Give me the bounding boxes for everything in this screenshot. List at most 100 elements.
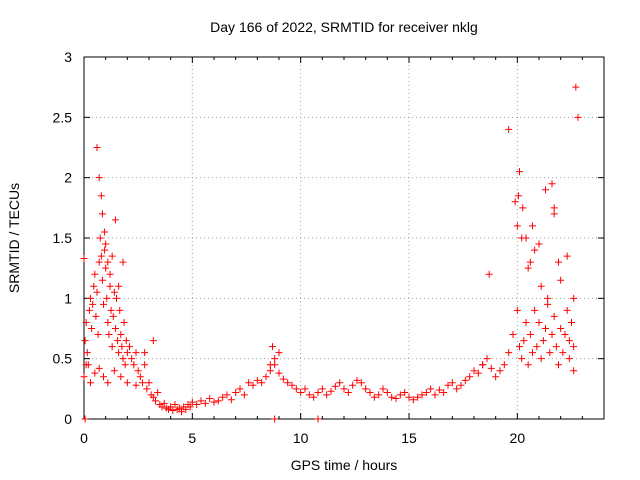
data-point [103, 294, 111, 302]
data-point [110, 288, 118, 296]
data-point [310, 393, 318, 401]
data-point [262, 373, 270, 381]
y-tick-label: 0 [64, 411, 72, 427]
data-point [98, 276, 106, 284]
data-point [529, 349, 536, 357]
data-point [97, 252, 105, 260]
data-point [529, 222, 536, 230]
data-point [552, 343, 560, 351]
data-point [444, 381, 452, 389]
data-point [94, 331, 102, 339]
data-point [104, 379, 112, 387]
data-point [440, 388, 448, 396]
data-point [100, 373, 107, 381]
data-point [427, 385, 435, 393]
data-point [418, 391, 426, 399]
data-point [167, 403, 175, 411]
data-point [366, 388, 374, 396]
data-point [448, 379, 456, 387]
data-point [152, 397, 159, 405]
data-point [97, 192, 105, 200]
data-point [106, 270, 114, 278]
data-point [555, 258, 562, 266]
data-point [269, 343, 276, 351]
data-point [375, 391, 383, 399]
data-point [542, 186, 549, 194]
data-point [98, 210, 106, 218]
x-tick-label: 10 [293, 430, 309, 446]
grid-lines [84, 57, 604, 419]
y-tick-label: 3 [64, 49, 72, 65]
data-point [284, 379, 292, 387]
data-point [318, 385, 326, 393]
data-point [171, 401, 179, 409]
data-point [227, 396, 235, 404]
data-point [370, 393, 378, 401]
data-point [134, 367, 142, 375]
data-point [453, 385, 461, 393]
data-point [104, 318, 112, 326]
data-point [559, 349, 567, 357]
data-point [522, 318, 530, 326]
data-point [91, 270, 99, 278]
data-point [95, 258, 103, 266]
data-point [349, 381, 357, 389]
data-point [474, 369, 482, 377]
data-point [123, 349, 131, 357]
data-point [108, 343, 116, 351]
data-point [83, 349, 91, 357]
data-point [91, 369, 99, 377]
chart-title: Day 166 of 2022, SRMTID for receiver nkl… [210, 19, 478, 35]
data-point [539, 337, 547, 345]
data-point [93, 288, 101, 296]
data-point [292, 385, 300, 393]
data-point [570, 367, 578, 375]
data-point [542, 325, 549, 332]
data-point [550, 210, 558, 218]
data-point [104, 258, 112, 266]
data-point [409, 396, 417, 404]
data-point [119, 258, 127, 266]
data-point [201, 399, 209, 407]
data-point [266, 361, 274, 369]
data-point [565, 337, 573, 345]
data-point [344, 388, 352, 396]
data-point [435, 386, 443, 394]
data-point [314, 415, 322, 423]
data-point [258, 379, 266, 387]
data-point [271, 355, 279, 363]
data-point [109, 312, 117, 320]
data-point [87, 294, 94, 302]
data-point [570, 294, 578, 302]
data-point [266, 367, 274, 375]
data-point [492, 373, 500, 381]
data-point [550, 204, 558, 212]
data-point [557, 276, 565, 284]
data-point [178, 408, 185, 416]
data-point [388, 393, 396, 401]
data-point [568, 318, 575, 326]
data-point [116, 306, 124, 314]
data-point [175, 404, 183, 412]
data-point [383, 388, 391, 396]
data-point [120, 318, 128, 326]
data-point [518, 234, 526, 242]
data-point [115, 349, 123, 357]
data-point [431, 391, 439, 399]
data-point [516, 168, 523, 176]
data-point [561, 331, 569, 339]
data-point [154, 388, 162, 396]
y-tick-labels: 0 0.5 1 1.5 2 2.5 3 [53, 49, 73, 427]
data-point [136, 373, 144, 381]
data-point [461, 376, 469, 384]
data-point [392, 394, 400, 402]
data-point [511, 198, 519, 206]
data-point [327, 387, 335, 395]
data-point [245, 379, 253, 387]
data-point [544, 300, 552, 308]
data-point [122, 337, 130, 345]
x-tick-label: 5 [188, 430, 196, 446]
data-point [570, 343, 578, 351]
data-point [92, 312, 100, 320]
data-point [82, 318, 90, 326]
